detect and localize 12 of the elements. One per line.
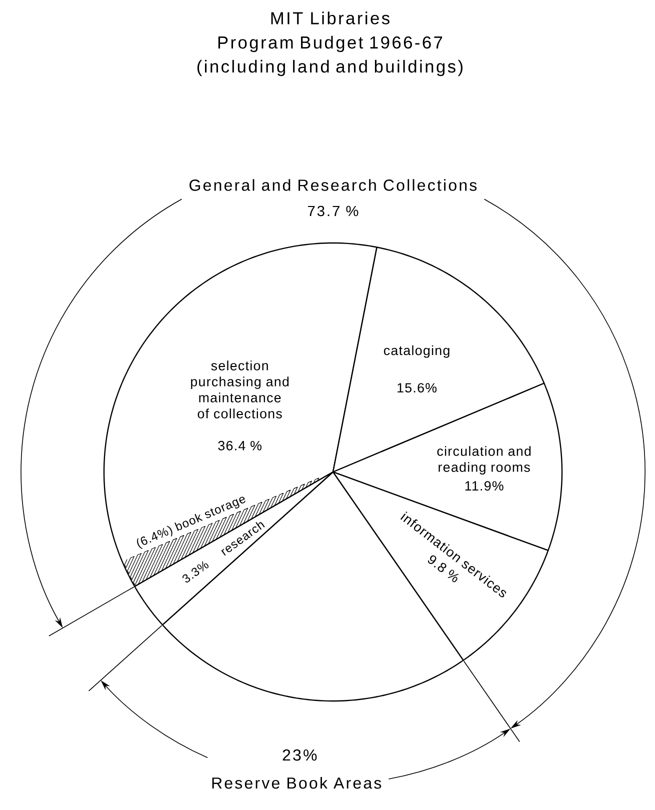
chart-title: MIT Libraries <box>271 12 390 24</box>
slice-label: circulation and reading rooms <box>437 446 531 475</box>
data-label: 36.4 % <box>218 440 262 450</box>
slice-label: selection purchasing and maintenance of collections <box>191 360 289 418</box>
data-label: 23% <box>282 749 317 761</box>
text: General and Research Collections <box>190 179 477 191</box>
chart-subtitle: Program Budget 1966-67 (including land and buildings) <box>197 36 462 76</box>
slice-label: cataloging <box>384 345 450 358</box>
slice-label: Reserve Book Areas <box>212 776 382 789</box>
text: 73.7 % <box>308 206 358 216</box>
data-label: 11.9% <box>465 481 504 491</box>
data-label: 15.6% <box>398 383 437 393</box>
